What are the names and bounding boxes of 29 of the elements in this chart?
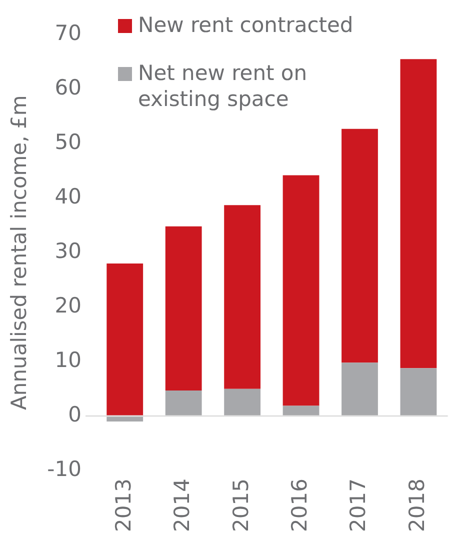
bar [400, 368, 437, 416]
x-tick-label: 2015 [228, 478, 253, 532]
x-tick-label: 2018 [404, 478, 429, 532]
y-tick-label: 60 [54, 76, 82, 100]
legend-label: Net new rent on existing space [138, 60, 308, 112]
bar [342, 128, 378, 363]
bar [224, 205, 261, 389]
y-tick-label: 10 [54, 348, 82, 372]
bar [282, 406, 320, 416]
bar [400, 59, 437, 368]
y-tick-label: 40 [54, 184, 82, 209]
y-tick-label: 0 [68, 402, 82, 427]
legend-label: New rent contracted [138, 12, 354, 38]
y-tick-label: 50 [54, 130, 82, 154]
bar [106, 263, 144, 416]
y-axis-title: Annualised rental income, £m [7, 95, 32, 410]
bar [165, 226, 202, 390]
x-tick-label: 2017 [346, 478, 370, 532]
bar [282, 175, 320, 406]
x-tick-label: 2014 [170, 478, 194, 532]
y-tick-label: -10 [47, 457, 82, 482]
y-tick-label: 70 [54, 21, 82, 46]
bar [224, 388, 261, 416]
y-tick-label: 20 [54, 294, 82, 318]
bar [165, 390, 202, 416]
x-tick-label: 2013 [111, 478, 136, 532]
x-tick-label: 2016 [287, 478, 312, 532]
y-tick-label: 30 [54, 239, 82, 264]
bar [342, 362, 378, 416]
